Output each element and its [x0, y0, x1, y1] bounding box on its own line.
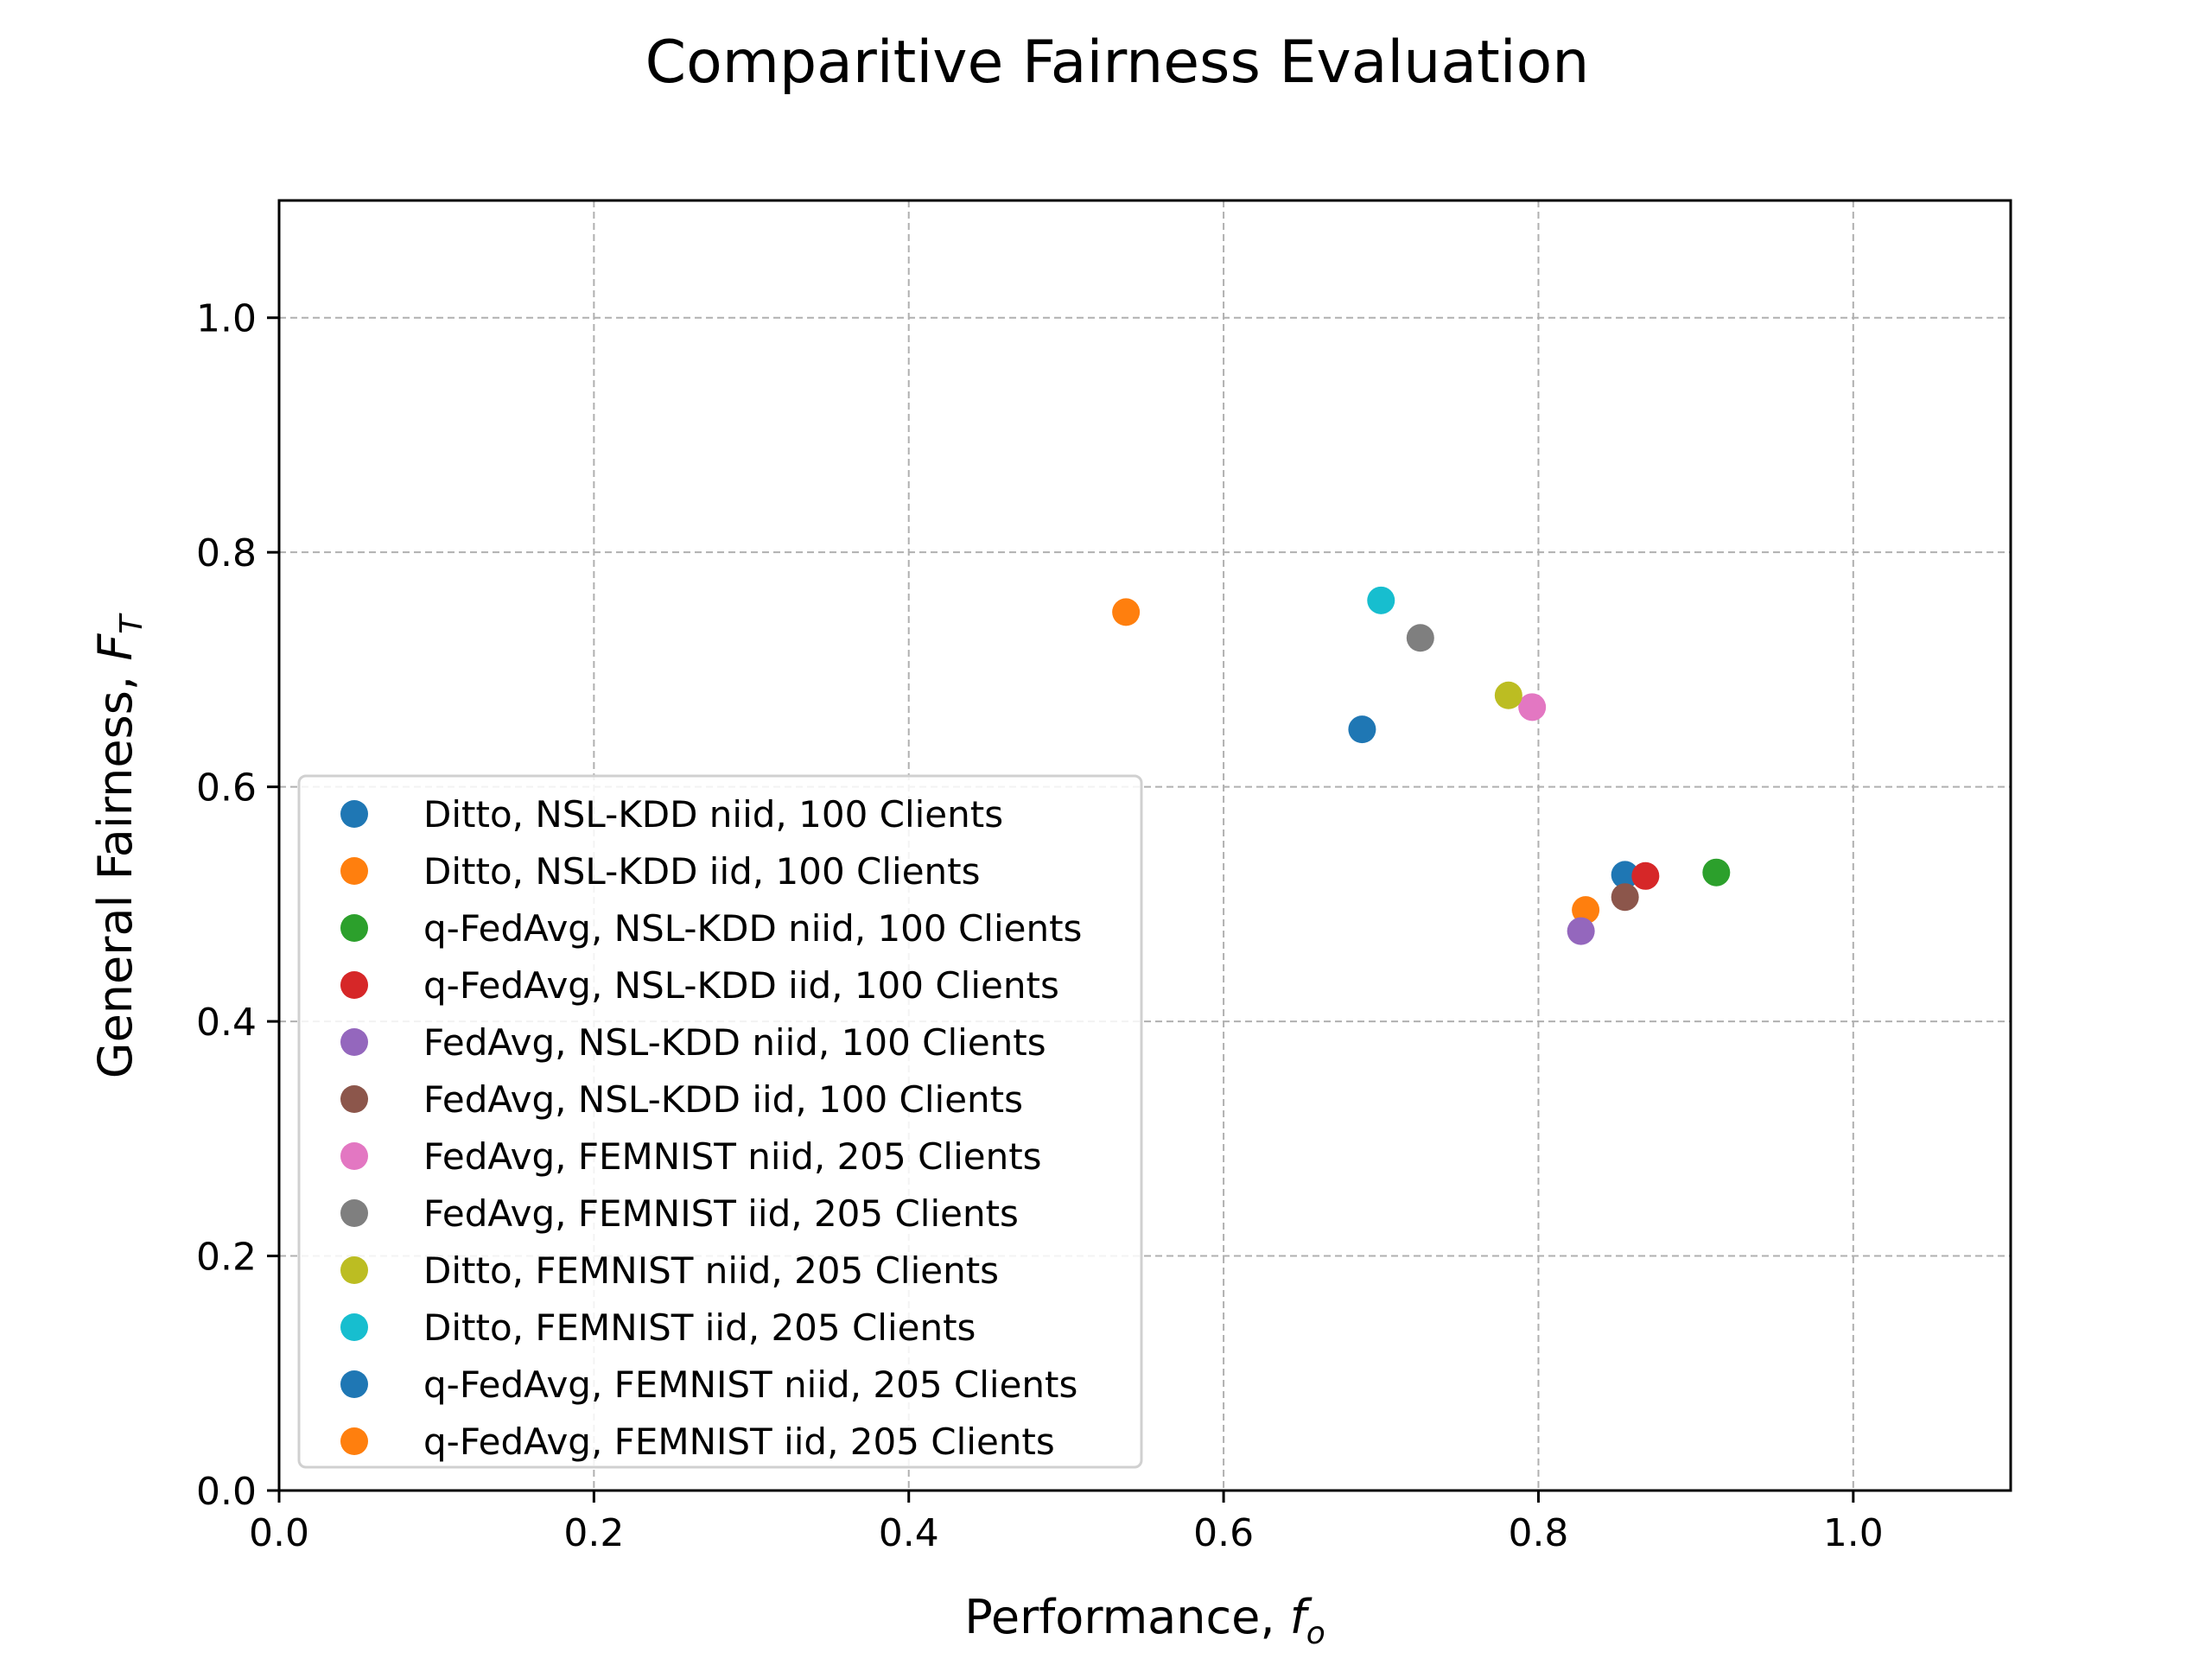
data-point — [1572, 896, 1600, 925]
legend-marker — [340, 1256, 368, 1284]
x-axis-title: Performance, fo — [964, 1590, 1325, 1651]
legend-marker — [340, 1370, 368, 1398]
legend-item: FedAvg, FEMNIST niid, 205 Clients — [340, 1135, 1042, 1178]
legend-label: Ditto, NSL-KDD iid, 100 Clients — [423, 850, 981, 893]
legend-label: q-FedAvg, NSL-KDD niid, 100 Clients — [423, 907, 1082, 950]
plot-frame — [277, 199, 2012, 1492]
y-tick-label: 0.0 — [196, 1470, 257, 1514]
legend-label: Ditto, NSL-KDD niid, 100 Clients — [423, 793, 1003, 836]
legend-marker — [340, 1085, 368, 1113]
legend-label: FedAvg, NSL-KDD iid, 100 Clients — [423, 1078, 1023, 1121]
x-axis-title-text: Performance, — [964, 1590, 1290, 1644]
data-point — [1112, 598, 1141, 626]
x-tick-label: 0.6 — [1193, 1511, 1254, 1555]
legend-label: q-FedAvg, FEMNIST iid, 205 Clients — [423, 1421, 1055, 1463]
legend-box — [297, 774, 1143, 1469]
legend-marker — [340, 1199, 368, 1227]
x-tick-label: 1.0 — [1823, 1511, 1884, 1555]
legend-item: FedAvg, NSL-KDD niid, 100 Clients — [340, 1021, 1046, 1064]
legend-marker — [340, 1313, 368, 1341]
legend-label: FedAvg, FEMNIST niid, 205 Clients — [423, 1135, 1042, 1178]
legend-item: FedAvg, NSL-KDD iid, 100 Clients — [340, 1078, 1023, 1121]
legend-marker — [340, 1142, 368, 1170]
legend-item: Ditto, NSL-KDD iid, 100 Clients — [340, 850, 981, 893]
x-tick-label: 0.4 — [879, 1511, 939, 1555]
legend-item: q-FedAvg, NSL-KDD niid, 100 Clients — [340, 907, 1082, 950]
legend-item: Ditto, FEMNIST niid, 205 Clients — [340, 1249, 999, 1292]
legend-marker — [340, 800, 368, 828]
y-tick-label: 0.6 — [196, 766, 257, 810]
legend: Ditto, NSL-KDD niid, 100 Clients Ditto, N… — [297, 774, 1143, 1469]
y-tick-label: 1.0 — [196, 297, 257, 341]
y-axis-title-subscript: T — [114, 613, 149, 634]
data-point — [1367, 586, 1395, 614]
legend-marker — [340, 1427, 368, 1455]
data-point — [1611, 883, 1639, 912]
x-tick-label: 0.8 — [1508, 1511, 1568, 1555]
data-point — [1518, 693, 1547, 721]
data-points — [1112, 586, 1731, 945]
chart-title: Comparitive Fairness Evaluation — [645, 29, 1590, 97]
y-tick-label: 0.2 — [196, 1236, 257, 1280]
x-tick-label: 0.0 — [249, 1511, 309, 1555]
data-point — [1494, 681, 1522, 709]
data-point — [1631, 861, 1660, 890]
y-axis-title: General Fairness, FT — [88, 613, 149, 1079]
legend-label: FedAvg, NSL-KDD niid, 100 Clients — [423, 1021, 1046, 1064]
legend-item: Ditto, NSL-KDD niid, 100 Clients — [340, 793, 1003, 836]
legend-label: q-FedAvg, NSL-KDD iid, 100 Clients — [423, 964, 1059, 1007]
legend-item: Ditto, FEMNIST iid, 205 Clients — [340, 1306, 976, 1349]
legend-label: Ditto, FEMNIST niid, 205 Clients — [423, 1249, 999, 1292]
legend-item: q-FedAvg, FEMNIST iid, 205 Clients — [340, 1421, 1055, 1463]
legend-marker — [340, 1028, 368, 1056]
data-point — [1611, 861, 1639, 889]
legend-items: Ditto, NSL-KDD niid, 100 Clients Ditto, N… — [340, 793, 1082, 1463]
legend-item: FedAvg, FEMNIST iid, 205 Clients — [340, 1192, 1019, 1235]
axis-ticks: 0.0 0.2 0.4 0.6 0.8 1.0 0.0 0.2 0.4 0.6 0.8 1.0 — [196, 297, 1884, 1555]
data-point — [1702, 858, 1731, 887]
x-tick-label: 0.2 — [563, 1511, 624, 1555]
y-tick-label: 0.4 — [196, 1001, 257, 1045]
legend-marker — [340, 971, 368, 999]
legend-item: q-FedAvg, NSL-KDD iid, 100 Clients — [340, 964, 1059, 1007]
legend-label: Ditto, FEMNIST iid, 205 Clients — [423, 1306, 976, 1349]
legend-marker — [340, 857, 368, 885]
legend-item: q-FedAvg, FEMNIST niid, 205 Clients — [340, 1363, 1077, 1406]
y-axis-title-text: General Fairness, — [88, 661, 143, 1078]
y-axis-title-variable: F — [88, 633, 143, 661]
legend-marker — [340, 914, 368, 942]
legend-label: q-FedAvg, FEMNIST niid, 205 Clients — [423, 1363, 1077, 1406]
y-tick-label: 0.8 — [196, 531, 257, 575]
x-axis-title-subscript: o — [1306, 1616, 1325, 1651]
data-point — [1348, 715, 1376, 744]
data-point — [1567, 917, 1595, 945]
data-point — [1406, 624, 1434, 652]
legend-label: FedAvg, FEMNIST iid, 205 Clients — [423, 1192, 1019, 1235]
